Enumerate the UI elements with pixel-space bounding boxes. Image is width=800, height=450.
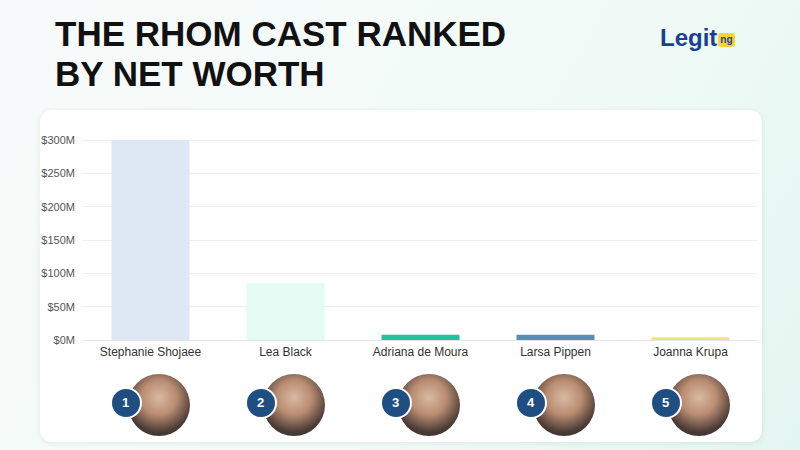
svg-text:Joanna Krupa: Joanna Krupa bbox=[653, 345, 728, 359]
svg-text:$300M: $300M bbox=[41, 134, 75, 146]
svg-text:$150M: $150M bbox=[41, 234, 75, 246]
html-text:4: 4 bbox=[526, 395, 535, 410]
html-text:THE RHOM CAST RANKED BY NET WO: THE RHOM CAST RANKED BY NET WORTH bbox=[55, 14, 507, 93]
html-text:1: 1 bbox=[121, 395, 130, 410]
html-text:2: 2 bbox=[256, 395, 265, 410]
svg-text:Adriana de Moura: Adriana de Moura bbox=[373, 345, 469, 359]
svg-text:$50M: $50M bbox=[47, 301, 75, 313]
svg-text:$0M: $0M bbox=[54, 334, 75, 346]
html-text:5: 5 bbox=[661, 395, 670, 410]
svg-text:$100M: $100M bbox=[41, 267, 75, 279]
svg-text:$200M: $200M bbox=[41, 201, 75, 213]
svg-text:Lea Black: Lea Black bbox=[259, 345, 313, 359]
html-text:ng: ng bbox=[720, 33, 733, 45]
html-text:3: 3 bbox=[391, 395, 400, 410]
svg-text:Stephanie Shojaee: Stephanie Shojaee bbox=[100, 345, 202, 359]
html-text:Legit: Legit bbox=[660, 24, 718, 51]
svg-text:Larsa Pippen: Larsa Pippen bbox=[520, 345, 591, 359]
svg-text:$250M: $250M bbox=[41, 167, 75, 179]
